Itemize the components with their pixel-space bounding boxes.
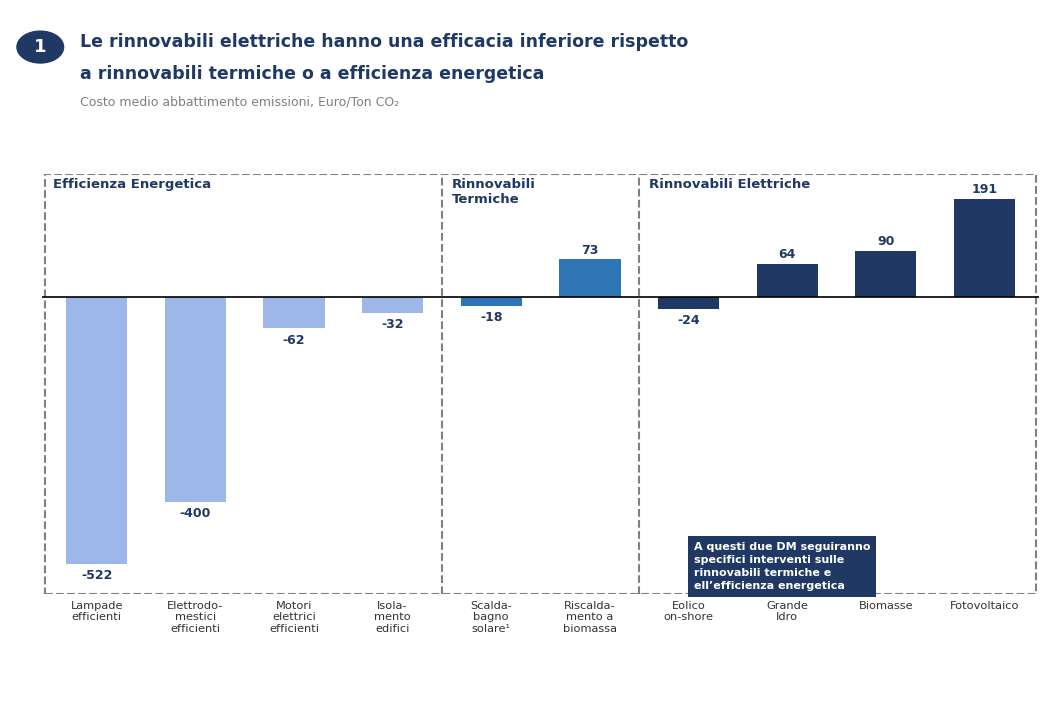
Bar bbox=[164, 297, 226, 502]
Bar bbox=[658, 297, 719, 309]
Text: Rinnovabili Elettriche: Rinnovabili Elettriche bbox=[649, 178, 810, 191]
Text: Le rinnovabili elettriche hanno una efficacia inferiore rispetto: Le rinnovabili elettriche hanno una effi… bbox=[80, 33, 688, 51]
Bar bbox=[560, 259, 620, 297]
Text: 90: 90 bbox=[878, 235, 895, 248]
Bar bbox=[363, 297, 423, 313]
Text: Rinnovabili
Termiche: Rinnovabili Termiche bbox=[452, 178, 535, 206]
Text: a rinnovabili termiche o a efficienza energetica: a rinnovabili termiche o a efficienza en… bbox=[80, 65, 544, 83]
Text: 191: 191 bbox=[971, 183, 997, 196]
Text: 1: 1 bbox=[34, 38, 47, 56]
Text: 73: 73 bbox=[581, 244, 599, 257]
Bar bbox=[757, 264, 818, 297]
Bar bbox=[855, 251, 917, 297]
Text: 64: 64 bbox=[778, 248, 796, 261]
Text: -400: -400 bbox=[179, 507, 211, 520]
Bar bbox=[263, 297, 324, 329]
Text: -24: -24 bbox=[677, 314, 700, 327]
Bar bbox=[66, 297, 127, 564]
Text: -62: -62 bbox=[283, 334, 305, 347]
Text: A questi due DM seguiranno
specifici interventi sulle
rinnovabili termiche e
ell: A questi due DM seguiranno specifici int… bbox=[693, 542, 870, 591]
Text: -522: -522 bbox=[81, 569, 112, 582]
Bar bbox=[461, 297, 522, 306]
Text: -18: -18 bbox=[480, 311, 502, 324]
Text: Costo medio abbattimento emissioni, Euro/Ton CO₂: Costo medio abbattimento emissioni, Euro… bbox=[80, 96, 399, 109]
Text: -32: -32 bbox=[382, 318, 404, 331]
Text: Efficienza Energetica: Efficienza Energetica bbox=[53, 178, 211, 191]
Bar bbox=[954, 199, 1015, 297]
